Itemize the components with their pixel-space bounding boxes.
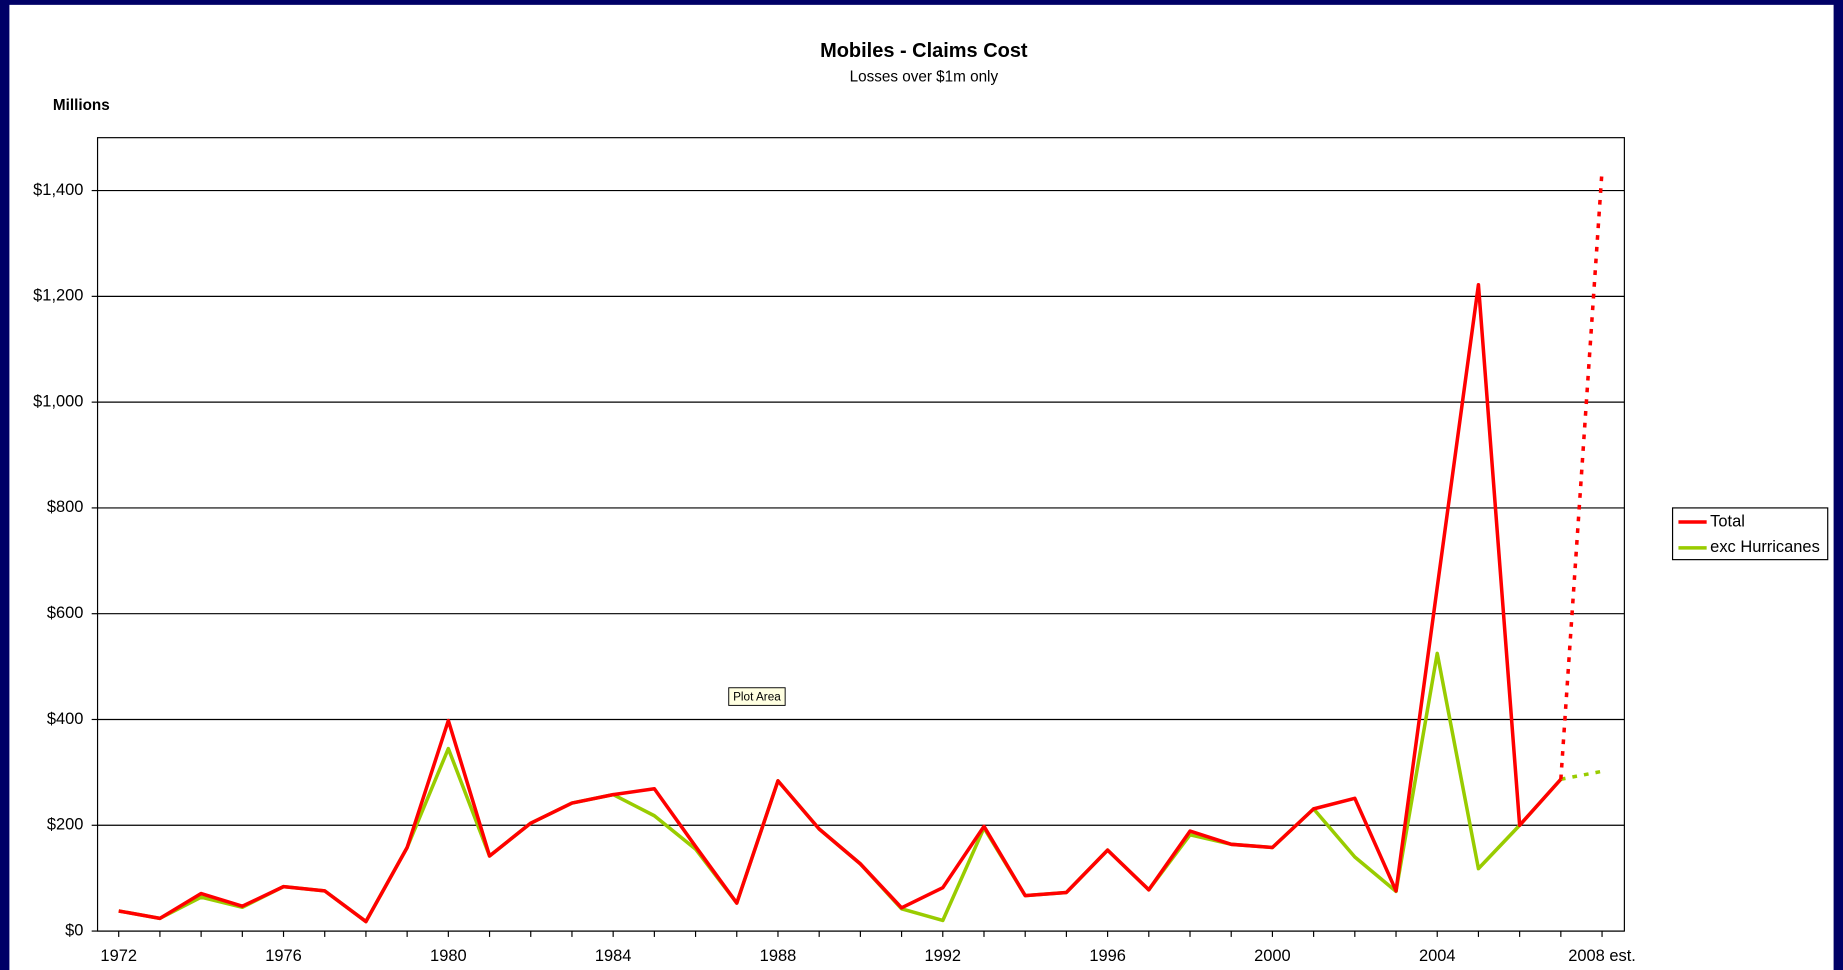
y-tick-label: $200 (47, 816, 84, 834)
estimate-line (1559, 170, 1604, 780)
y-tick-label: $1,400 (33, 181, 83, 199)
x-tick-label: 1980 (430, 947, 467, 965)
tooltip-box (728, 687, 786, 706)
x-tick-label: 1992 (924, 947, 961, 965)
chart-area (9, 4, 1834, 970)
chart-subtitle: Losses over $1m only (850, 69, 999, 86)
series-line (118, 282, 1563, 924)
tooltip: Plot Area (733, 690, 781, 703)
x-tick-label: 1988 (760, 947, 797, 965)
x-tick-label: 2008 est. (1568, 947, 1636, 965)
x-tick-label: 1984 (595, 947, 632, 965)
y-tick-label: $1,200 (33, 287, 83, 305)
x-tick-label: 2004 (1419, 947, 1456, 965)
x-tick-label: 2000 (1254, 947, 1291, 965)
legend-label: exc Hurricanes (1710, 538, 1820, 556)
x-tick-label: 1996 (1089, 947, 1126, 965)
x-tick-label: 1972 (100, 947, 137, 965)
chart-title: Mobiles - Claims Cost (820, 40, 1028, 62)
y-tick-label: $800 (47, 498, 84, 516)
legend: Total exc Hurricanes (1671, 507, 1829, 561)
legend-label: Total (1710, 512, 1745, 530)
y-axis-label: Millions (53, 97, 110, 114)
y-tick-label: $600 (47, 604, 84, 622)
y-tick-label: $0 (65, 921, 83, 939)
y-tick-label: $400 (47, 710, 84, 728)
x-tick-label: 1976 (265, 947, 302, 965)
y-tick-label: $1,000 (33, 392, 83, 410)
legend-box (1671, 507, 1829, 561)
